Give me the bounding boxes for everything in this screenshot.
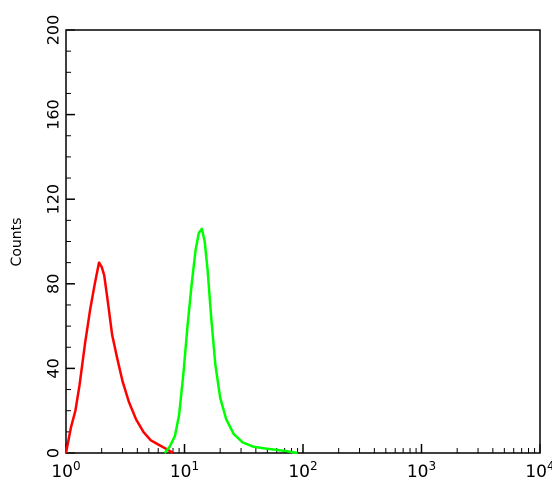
x-tick-base: 10 [525, 462, 547, 482]
x-tick-base: 10 [170, 462, 192, 482]
histogram-series-2 [163, 227, 298, 455]
y-axis: 0 40 80 120 160 200 [44, 15, 75, 458]
x-tick-exponent: 4 [547, 459, 552, 473]
x-tick-label: 104 [525, 459, 552, 482]
x-tick-label: 100 [51, 459, 80, 482]
x-tick-exponent: 2 [310, 459, 318, 473]
x-tick-exponent: 0 [73, 459, 81, 473]
y-tick-label: 160 [44, 99, 63, 130]
x-tick-label: 103 [407, 459, 436, 482]
y-tick-label: 40 [44, 358, 63, 378]
x-tick-exponent: 3 [429, 459, 437, 473]
x-tick-base: 10 [288, 462, 310, 482]
y-tick-label: 80 [44, 274, 63, 294]
histogram-series-1 [64, 261, 174, 455]
x-tick-base: 10 [407, 462, 429, 482]
series-group [64, 227, 298, 455]
y-tick-label: 200 [44, 15, 63, 46]
x-tick-exponent: 1 [192, 459, 200, 473]
x-tick-label: 101 [170, 459, 199, 482]
y-tick-label: 0 [44, 448, 63, 458]
y-tick-label: 120 [44, 184, 63, 215]
x-tick-base: 10 [51, 462, 73, 482]
x-axis: 100 101 102 103 104 [51, 444, 552, 482]
x-tick-label: 102 [288, 459, 317, 482]
plot-frame [65, 29, 541, 454]
y-axis-label: Counts [9, 218, 25, 267]
